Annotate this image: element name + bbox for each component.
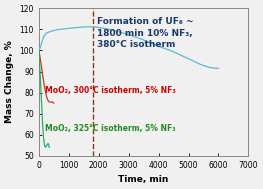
Text: MoO₂, 325°C isotherm, 5% NF₃: MoO₂, 325°C isotherm, 5% NF₃ (45, 124, 175, 133)
Y-axis label: Mass Change, %: Mass Change, % (5, 41, 14, 123)
Text: Formation of UF₆ ~
1800 min 10% NF₃,
380°C isotherm: Formation of UF₆ ~ 1800 min 10% NF₃, 380… (97, 17, 194, 49)
Text: MoO₂, 300°C isotherm, 5% NF₃: MoO₂, 300°C isotherm, 5% NF₃ (45, 86, 175, 95)
X-axis label: Time, min: Time, min (118, 175, 169, 184)
